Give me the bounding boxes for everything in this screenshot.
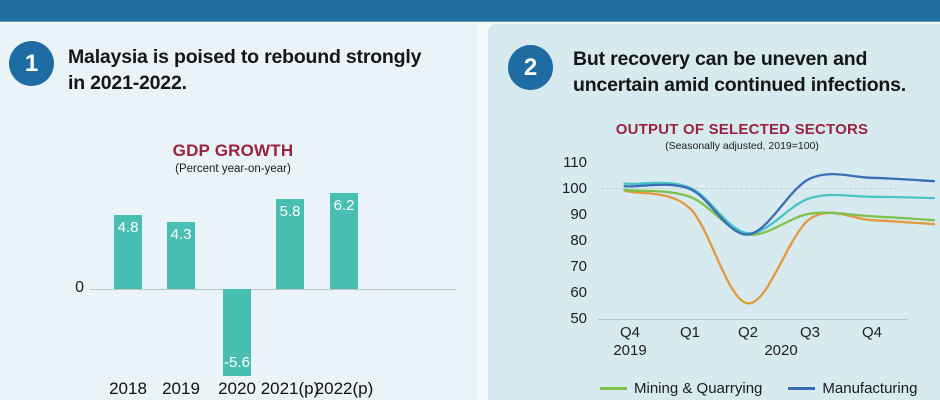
output-chart-header: OUTPUT OF SELECTED SECTORS (Seasonally a… [567, 121, 917, 152]
reference-gridline-100 [601, 188, 897, 189]
gdp-chart-title: GDP GROWTH [172, 141, 294, 160]
gdp-bar [330, 192, 358, 289]
gdp-bar-value-label: 4.8 [117, 218, 139, 236]
x-axis-tick-label: Q3 [799, 324, 820, 341]
panel-1-headline-line-1: Malaysia is poised to rebound strongly [68, 46, 422, 68]
panel-2-number-badge: 2 [508, 45, 553, 90]
gdp-bar-category-label: 2019 [162, 379, 200, 398]
y-axis-tick-label: 90 [570, 206, 587, 223]
y-axis-tick-label: 110 [563, 154, 587, 171]
panel-2-headline-line-1: But recovery can be uneven and [573, 48, 868, 70]
panel-2-headline: But recovery can be uneven and uncertain… [573, 46, 906, 98]
gdp-bar [167, 222, 195, 289]
x-axis-tick-label: Q4 [619, 324, 640, 341]
x-axis-year-label: 2020 [764, 342, 798, 359]
y-axis-tick-label: 100 [561, 180, 587, 197]
y-axis-tick-label: 50 [570, 310, 587, 327]
gdp-chart-header: GDP GROWTH (Percent year-on-year) [103, 141, 363, 175]
gdp-bar-category-label: 2022(p) [314, 379, 374, 398]
y-axis-tick-label: 80 [570, 232, 587, 249]
gdp-bar-value-label: 5.8 [279, 203, 301, 221]
panel-1-headline-line-2: in 2021-2022. [68, 72, 187, 94]
legend-item: Mining & Quarrying [600, 380, 762, 397]
gdp-bar [276, 199, 304, 289]
x-axis-tick-label: Q1 [679, 324, 700, 341]
gdp-bar-value-label: 4.3 [170, 226, 192, 244]
y-axis-tick-label: 60 [570, 284, 587, 301]
gdp-chart-subtitle: (Percent year-on-year) [175, 163, 291, 175]
gdp-bar-category-label: 2021(p) [260, 379, 320, 398]
x-axis-line [598, 319, 908, 320]
output-chart-subtitle: (Seasonally adjusted, 2019=100) [665, 140, 819, 152]
legend-line-swatch [600, 387, 627, 390]
y-axis-tick-label: 70 [570, 258, 587, 275]
gdp-bar [114, 214, 142, 289]
gdp-bar-category-label: 2018 [109, 379, 147, 398]
x-axis-tick-label: Q4 [861, 324, 882, 341]
output-chart-title: OUTPUT OF SELECTED SECTORS [615, 121, 869, 138]
panel-2-headline-line-2: uncertain amid continued infections. [573, 74, 907, 96]
x-axis-year-label: 2019 [613, 342, 647, 359]
gdp-bar-category-label: 2020 [218, 379, 256, 398]
gdp-bar-value-label: -5.6 [224, 353, 250, 371]
panel-1-number-badge: 1 [9, 41, 54, 86]
gdp-zero-tick-label: 0 [75, 279, 84, 296]
top-banner [0, 0, 940, 22]
gdp-bar [223, 289, 251, 376]
legend-line-swatch [788, 387, 816, 390]
panel-1-headline: Malaysia is poised to rebound strongly i… [68, 44, 421, 96]
legend-label: Manufacturing [822, 380, 918, 397]
x-axis-tick-label: Q2 [737, 324, 758, 341]
output-chart-legend: Mining & Quarrying Manufacturing [600, 380, 917, 397]
gdp-bar-value-label: 6.2 [333, 196, 355, 214]
gdp-zero-baseline [90, 289, 456, 290]
legend-item: Manufacturing [788, 380, 917, 397]
legend-label: Mining & Quarrying [634, 380, 763, 397]
